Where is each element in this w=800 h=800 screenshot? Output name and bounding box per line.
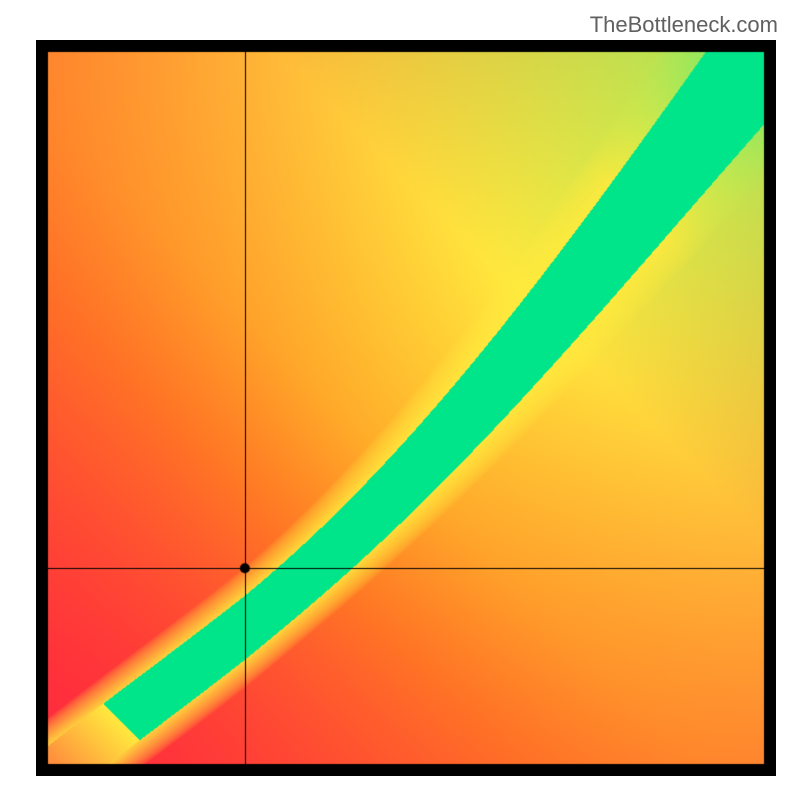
- figure-container: TheBottleneck.com: [0, 0, 800, 800]
- heatmap-plot: [36, 40, 776, 776]
- heatmap-canvas: [36, 40, 776, 776]
- watermark-text: TheBottleneck.com: [590, 12, 778, 38]
